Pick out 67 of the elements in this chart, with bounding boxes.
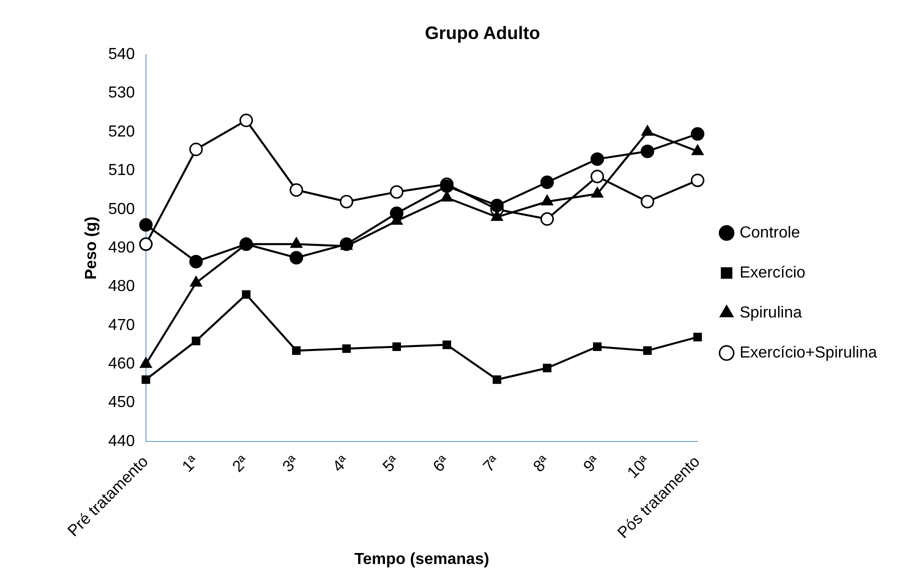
point: [540, 176, 554, 190]
y-tick-label: 460: [108, 356, 135, 373]
x-tick-label: 4ª: [330, 453, 353, 476]
point: [640, 194, 654, 208]
point: [643, 346, 652, 355]
point: [492, 375, 502, 384]
point: [640, 144, 654, 158]
point: [342, 344, 351, 353]
point: [190, 276, 202, 287]
y-tick-label: 480: [108, 278, 135, 296]
point: [192, 336, 200, 346]
point: [542, 364, 552, 372]
point: [692, 144, 704, 156]
x-tick-label: 9ª: [580, 453, 604, 476]
point: [239, 114, 253, 128]
y-tick-label: 500: [108, 200, 135, 218]
x-tick-label: 7ª: [480, 453, 503, 476]
chart-title: Grupo Adulto: [424, 22, 540, 43]
point: [390, 206, 404, 220]
point: [189, 254, 203, 268]
y-tick-label: 510: [108, 162, 135, 180]
point: [139, 237, 153, 251]
point: [142, 375, 150, 384]
point: [642, 125, 654, 136]
y-tick-label: 490: [108, 239, 135, 256]
point: [340, 194, 354, 208]
point: [292, 346, 301, 355]
x-tick-label: 8ª: [530, 453, 554, 476]
point: [541, 194, 554, 206]
y-axis-title: Peso (g): [83, 216, 100, 280]
point: [242, 290, 250, 299]
point: [590, 170, 604, 184]
x-tick-label: 5ª: [380, 453, 403, 476]
y-tick-label: 470: [108, 316, 135, 334]
x-tick-label: 3ª: [280, 453, 302, 476]
point: [590, 152, 604, 166]
legend-label: Spirulina: [740, 304, 802, 322]
y-tick-label: 520: [108, 123, 135, 140]
point: [591, 187, 604, 198]
point: [442, 340, 452, 350]
point: [390, 185, 404, 199]
point: [593, 342, 602, 351]
y-tick-label: 440: [108, 432, 135, 450]
x-axis-title: Tempo (semanas): [354, 550, 490, 568]
point: [139, 218, 153, 232]
point: [290, 250, 304, 264]
x-tick-label: 2ª: [230, 453, 252, 476]
x-tick-label: 6ª: [430, 453, 453, 476]
point: [540, 212, 554, 226]
y-tick-label: 540: [108, 46, 135, 64]
y-tick-label: 530: [108, 84, 135, 102]
point: [290, 237, 302, 248]
point: [189, 142, 203, 156]
point: [440, 191, 453, 202]
point: [693, 332, 702, 342]
point: [392, 342, 401, 351]
y-tick-label: 450: [108, 394, 135, 412]
x-tick-label: 1ª: [179, 453, 202, 476]
point: [140, 357, 152, 368]
point: [239, 237, 253, 251]
legend-label: Controle: [740, 224, 800, 242]
legend-label: Exercício: [740, 264, 806, 282]
point: [690, 174, 704, 188]
point: [290, 183, 304, 197]
point: [690, 127, 704, 141]
legend-label: Exercício+Spirulina: [740, 344, 878, 362]
point: [490, 198, 504, 212]
